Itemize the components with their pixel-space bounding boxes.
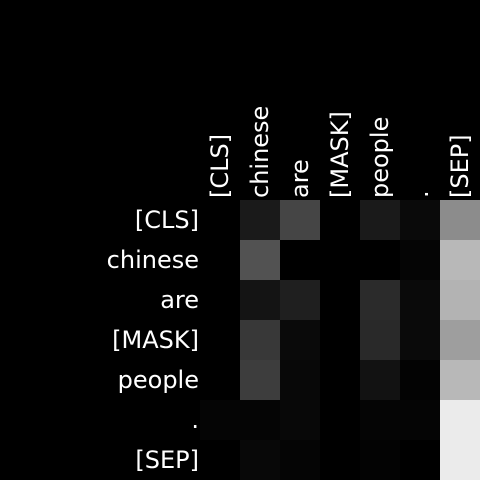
- heatmap-cell-r6-c1: [240, 440, 280, 480]
- heatmap-cell-r5-c1: [240, 400, 280, 440]
- y-axis-labels: [CLS] chinese are [MASK] people. [SEP]: [107, 206, 199, 474]
- heatmap-cell-r2-c3: [320, 280, 360, 320]
- heatmap-cell-r3-c6: [440, 320, 480, 360]
- heatmap-cell-r2-c5: [400, 280, 440, 320]
- heatmap-cell-r0-c4: [360, 200, 400, 240]
- heatmap-cell-r1-c0: [200, 240, 240, 280]
- heatmap-cell-r5-c4: [360, 400, 400, 440]
- heatmap-cell-r6-c4: [360, 440, 400, 480]
- heatmap-cell-r1-c6: [440, 240, 480, 280]
- heatmap-cell-r1-c5: [400, 240, 440, 280]
- y-label-sep: [SEP]: [135, 446, 199, 474]
- heatmap-cell-r5-c5: [400, 400, 440, 440]
- heatmap-cell-r2-c1: [240, 280, 280, 320]
- heatmap-cell-r1-c3: [320, 240, 360, 280]
- heatmap-cell-r1-c4: [360, 240, 400, 280]
- heatmap-cell-r3-c2: [280, 320, 320, 360]
- heatmap-cell-r6-c6: [440, 440, 480, 480]
- heatmap-cell-r3-c0: [200, 320, 240, 360]
- heatmap-cell-r6-c5: [400, 440, 440, 480]
- x-label-cls: [CLS]: [206, 134, 234, 198]
- x-axis-labels: [CLS] chinese are [MASK] people. [SEP]: [206, 106, 474, 198]
- heatmap-cell-r4-c5: [400, 360, 440, 400]
- heatmap-cell-r6-c3: [320, 440, 360, 480]
- heatmap-cell-r0-c5: [400, 200, 440, 240]
- heatmap-cell-r0-c2: [280, 200, 320, 240]
- heatmap-cell-r4-c0: [200, 360, 240, 400]
- heatmap-cell-r3-c5: [400, 320, 440, 360]
- heatmap-cell-r0-c6: [440, 200, 480, 240]
- heatmap-cell-r3-c4: [360, 320, 400, 360]
- y-label-period: .: [191, 406, 199, 434]
- x-label-mask: [MASK]: [326, 111, 354, 198]
- heatmap-cell-r6-c0: [200, 440, 240, 480]
- x-label-period: .: [406, 190, 434, 198]
- x-label-sep: [SEP]: [446, 134, 474, 198]
- heatmap-cell-r5-c2: [280, 400, 320, 440]
- heatmap-cell-r5-c3: [320, 400, 360, 440]
- y-label-mask: [MASK]: [112, 326, 199, 354]
- y-label-cls: [CLS]: [135, 206, 199, 234]
- heatmap-cell-r4-c6: [440, 360, 480, 400]
- heatmap-cell-r2-c0: [200, 280, 240, 320]
- y-label-people: people: [118, 366, 199, 394]
- heatmap-cell-r5-c0: [200, 400, 240, 440]
- x-label-chinese: chinese: [246, 106, 274, 198]
- x-label-are: are: [286, 159, 314, 198]
- heatmap-cell-r3-c3: [320, 320, 360, 360]
- heatmap-cell-r3-c1: [240, 320, 280, 360]
- heatmap-cell-r1-c2: [280, 240, 320, 280]
- heatmap-cells: [200, 200, 480, 480]
- heatmap-cell-r0-c1: [240, 200, 280, 240]
- heatmap-cell-r4-c4: [360, 360, 400, 400]
- heatmap-cell-r2-c4: [360, 280, 400, 320]
- heatmap-cell-r4-c3: [320, 360, 360, 400]
- heatmap-cell-r6-c2: [280, 440, 320, 480]
- heatmap-cell-r4-c1: [240, 360, 280, 400]
- y-label-are: are: [160, 286, 199, 314]
- heatmap-cell-r2-c6: [440, 280, 480, 320]
- heatmap-cell-r5-c6: [440, 400, 480, 440]
- y-label-chinese: chinese: [107, 246, 199, 274]
- heatmap-cell-r2-c2: [280, 280, 320, 320]
- x-label-people: people: [366, 117, 394, 198]
- heatmap-cell-r4-c2: [280, 360, 320, 400]
- heatmap-cell-r1-c1: [240, 240, 280, 280]
- heatmap-cell-r0-c0: [200, 200, 240, 240]
- heatmap-cell-r0-c3: [320, 200, 360, 240]
